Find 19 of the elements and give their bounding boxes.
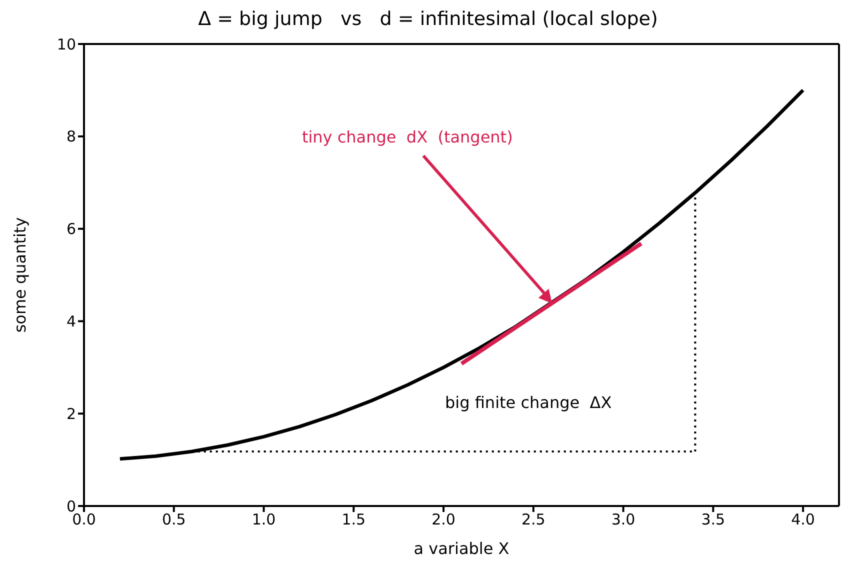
x-tick-label: 1.5 bbox=[342, 510, 366, 529]
x-tick-label: 1.0 bbox=[252, 510, 276, 529]
x-tick-label: 2.0 bbox=[432, 510, 456, 529]
y-axis-title: some quantity bbox=[10, 217, 30, 333]
x-tick-label: 4.0 bbox=[791, 510, 815, 529]
annotation: tiny change dX (tangent) bbox=[302, 128, 513, 147]
x-tick-label: 2.5 bbox=[521, 510, 546, 529]
y-tick-label: 6 bbox=[66, 220, 76, 238]
x-tick-label: 3.5 bbox=[701, 510, 726, 529]
x-tick-label: 0.0 bbox=[72, 510, 96, 529]
y-tick-label: 8 bbox=[66, 128, 76, 146]
x-tick-label: 3.0 bbox=[611, 510, 636, 529]
chart-title: Δ = big jump vs d = infinitesimal (local slope) bbox=[197, 8, 659, 32]
annotation: big finite change ΔX bbox=[445, 393, 612, 412]
y-tick-label: 2 bbox=[66, 404, 76, 423]
y-tick-label: 10 bbox=[56, 35, 76, 54]
x-tick-label: 0.5 bbox=[162, 510, 186, 529]
x-axis-title: a variable X bbox=[414, 539, 510, 558]
y-tick-label: 4 bbox=[66, 312, 76, 331]
